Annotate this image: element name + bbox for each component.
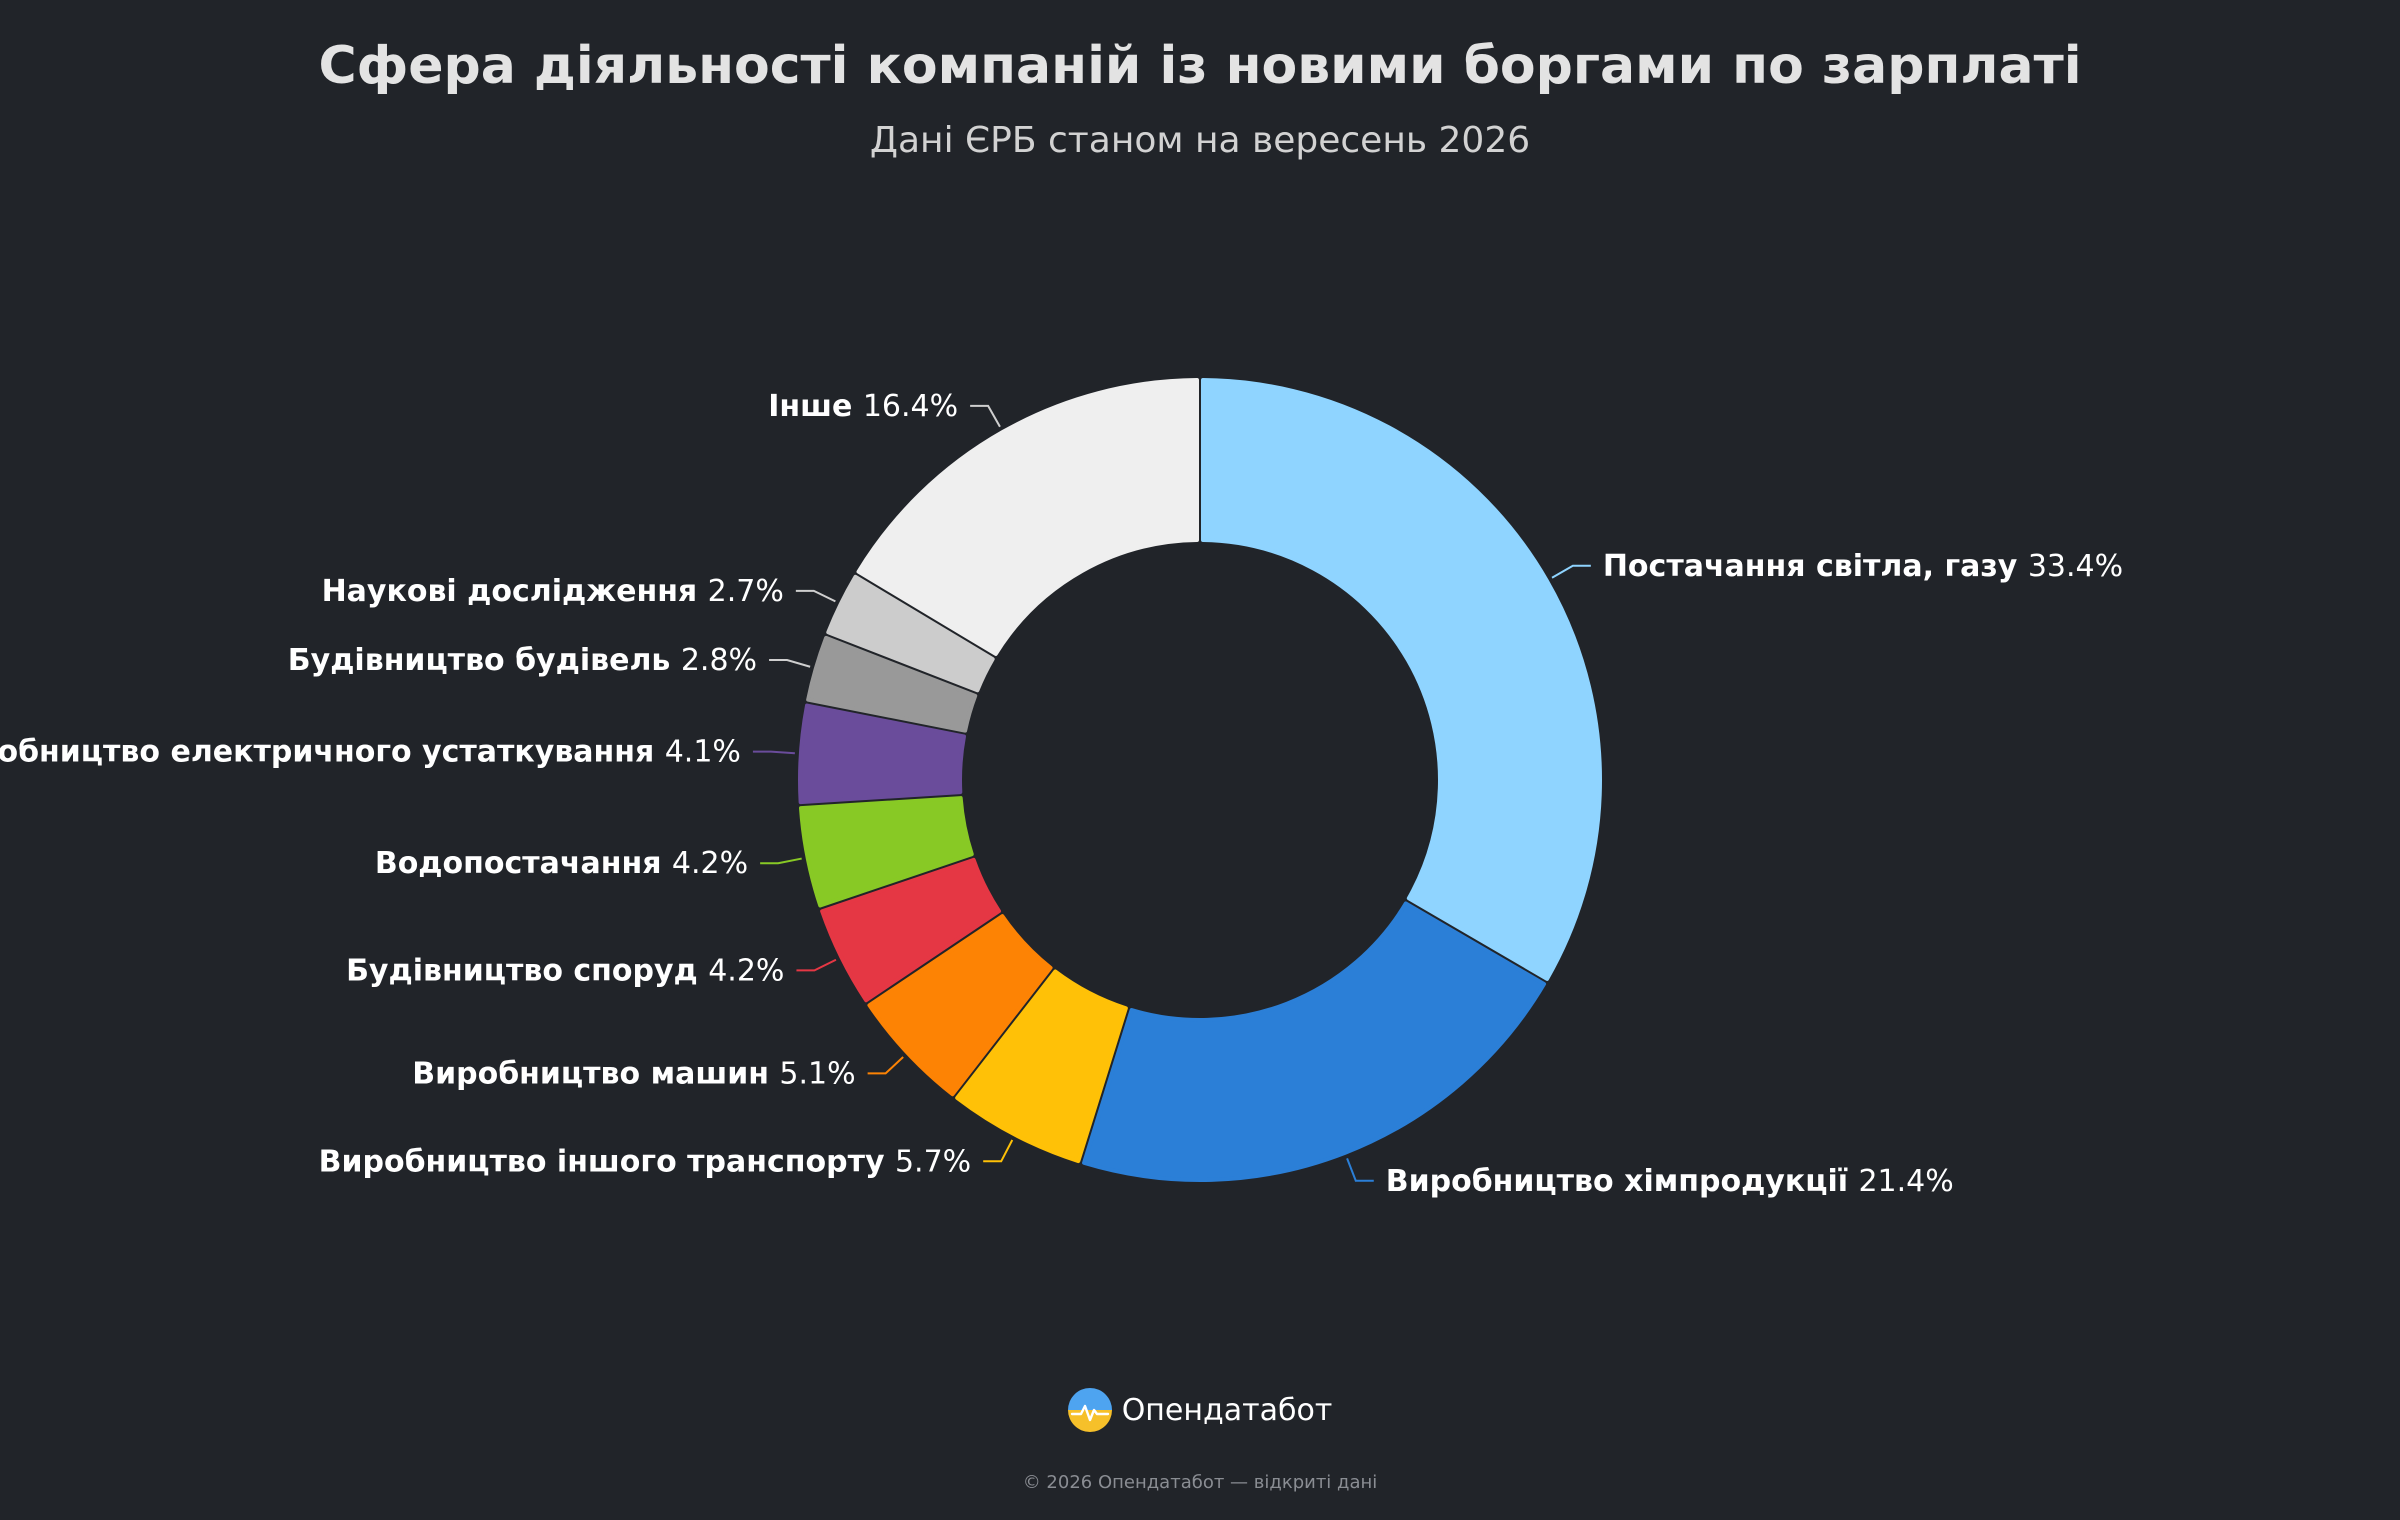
slice-label-name: Постачання світла, газу xyxy=(1603,549,2028,584)
label-connector xyxy=(983,1139,1014,1163)
slice-label-name: Виробництво іншого транспорту xyxy=(319,1144,895,1179)
slice-data-label: Будівництво споруд 4.2% xyxy=(346,953,784,988)
slice-label-value: 2.7% xyxy=(708,574,784,609)
brand-name: Опендатабот xyxy=(1121,1392,1333,1428)
donut-slice[interactable] xyxy=(1082,901,1547,1183)
slice-label-name: Наукові дослідження xyxy=(322,574,708,609)
label-connector xyxy=(1346,1158,1374,1182)
donut-slice[interactable] xyxy=(826,574,995,693)
slice-label-name: Виробництво електричного устаткування xyxy=(0,735,665,770)
slice-data-label: Будівництво будівель 2.8% xyxy=(288,643,757,678)
donut-slices xyxy=(798,378,1602,1183)
donut-slice[interactable] xyxy=(798,703,966,805)
label-connector xyxy=(796,958,837,972)
slice-data-label: Постачання світла, газу 33.4% xyxy=(1603,549,2123,584)
slice-label-value: 4.2% xyxy=(672,846,748,881)
slice-data-label: Виробництво електричного устаткування 4.… xyxy=(0,735,741,770)
slice-label-value: 4.2% xyxy=(708,953,784,988)
slice-data-label: Наукові дослідження 2.7% xyxy=(322,574,784,609)
slice-label-value: 5.1% xyxy=(779,1056,855,1091)
donut-slice[interactable] xyxy=(955,969,1128,1164)
label-connector xyxy=(1551,564,1591,579)
donut-slice[interactable] xyxy=(798,796,974,908)
slice-label-name: Будівництво будівель xyxy=(288,643,681,678)
opendatabot-logo-icon xyxy=(1067,1388,1112,1432)
label-connector xyxy=(867,1056,904,1075)
chart-subtitle: Дані ЄРБ станом на вересень 2026 xyxy=(869,120,1531,161)
slice-label-name: Виробництво хімпродукції xyxy=(1386,1164,1859,1199)
slice-label-name: Виробництво машин xyxy=(412,1056,779,1091)
donut-slice[interactable] xyxy=(867,914,1053,1097)
label-connector xyxy=(760,857,802,865)
slice-label-value: 16.4% xyxy=(863,389,958,424)
slice-label-name: Інше xyxy=(768,389,863,424)
donut-slice[interactable] xyxy=(806,635,978,733)
slice-label-name: Будівництво споруд xyxy=(346,953,708,988)
chart-title: Сфера діяльності компаній із новими борг… xyxy=(318,36,2082,96)
slice-label-value: 5.7% xyxy=(895,1144,971,1179)
label-connector xyxy=(970,404,1001,428)
label-connector xyxy=(795,589,836,603)
brand[interactable]: Опендатабот xyxy=(0,1388,2400,1432)
slice-data-label: Виробництво хімпродукції 21.4% xyxy=(1386,1164,1954,1199)
slice-label-value: 33.4% xyxy=(2028,549,2123,584)
slice-label-value: 21.4% xyxy=(1858,1164,1953,1199)
donut-slice[interactable] xyxy=(1201,378,1602,981)
footer-copyright: © 2026 Опендатабот — відкриті дані xyxy=(1022,1472,1378,1493)
donut-slice[interactable] xyxy=(856,378,1199,656)
label-connector xyxy=(769,659,811,668)
label-connectors xyxy=(752,404,1591,1182)
slice-data-label: Водопостачання 4.2% xyxy=(375,846,748,881)
slice-data-label: Виробництво машин 5.1% xyxy=(412,1056,855,1091)
slice-data-label: Виробництво іншого транспорту 5.7% xyxy=(319,1144,972,1179)
slice-label-value: 2.8% xyxy=(681,643,757,678)
label-connector xyxy=(752,750,795,755)
donut-slice[interactable] xyxy=(820,857,1002,1003)
slice-label-value: 4.1% xyxy=(665,735,741,770)
data-labels: Постачання світла, газу 33.4% Виробництво… xyxy=(0,389,2123,1199)
slice-data-label: Інше 16.4% xyxy=(768,389,958,424)
slice-label-name: Водопостачання xyxy=(375,846,672,881)
